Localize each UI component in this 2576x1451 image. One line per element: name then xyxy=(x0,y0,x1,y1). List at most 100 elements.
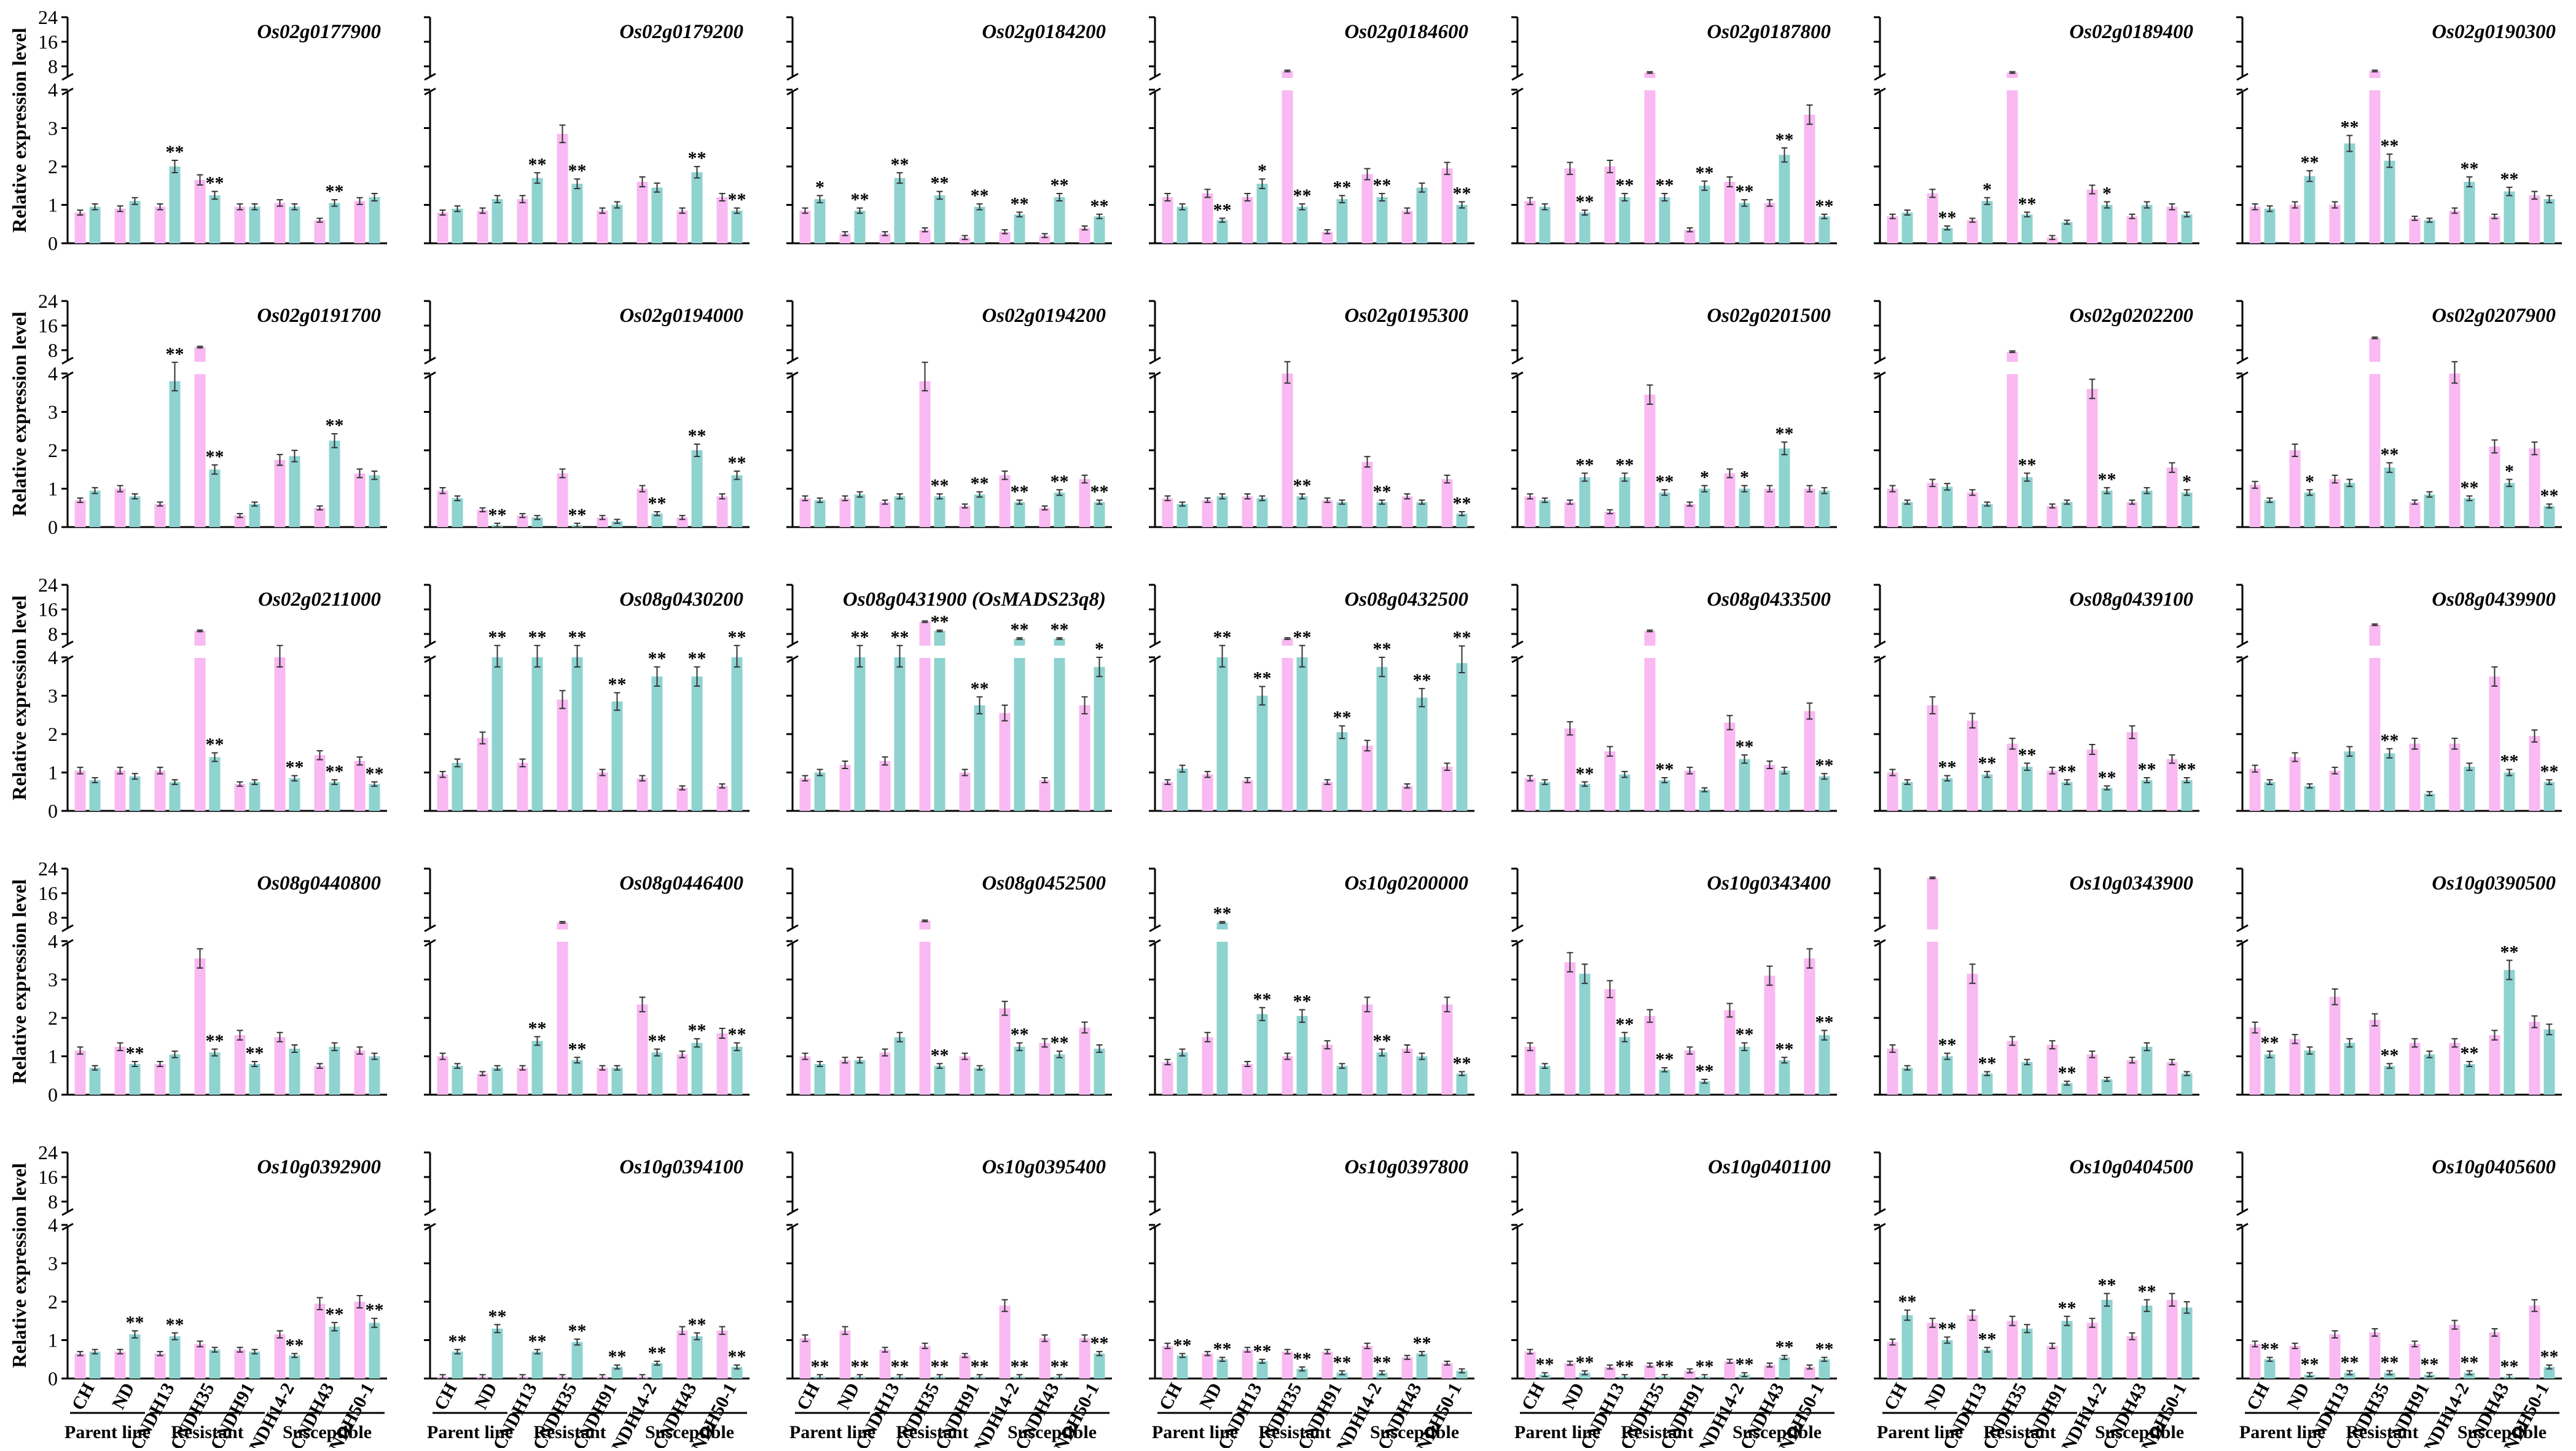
error-bar xyxy=(2089,1050,2096,1058)
error-bar xyxy=(936,629,943,633)
bar-pink xyxy=(1202,193,1213,243)
panel-Os02g0194000: Os02g0194000 ** ** ** ** ** xyxy=(424,300,750,528)
significance-mark: ** xyxy=(1656,1049,1674,1070)
bar-pink xyxy=(2489,676,2500,811)
error-bar xyxy=(1741,1372,1748,1377)
error-bar xyxy=(574,1338,581,1346)
axis-break-mark xyxy=(61,640,74,663)
bar-break-gap xyxy=(1281,646,1294,658)
bar-teal xyxy=(2543,1029,2555,1095)
error-bar xyxy=(2466,495,2473,501)
bar-teal xyxy=(894,178,906,243)
panel-title: Os02g0201500 xyxy=(1707,305,1831,327)
bar-teal xyxy=(1256,1361,1268,1379)
significance-mark: ** xyxy=(1736,737,1754,757)
bar-teal xyxy=(974,705,985,811)
y-tick-label: 4 xyxy=(48,646,58,668)
error-bar xyxy=(694,166,700,179)
error-bar xyxy=(1041,505,1048,510)
bar-pink xyxy=(2249,1027,2261,1095)
panel-title: Os10g0401100 xyxy=(1708,1156,1831,1178)
error-bar xyxy=(1984,1071,1991,1076)
error-bar xyxy=(1741,485,1748,493)
bar-pink xyxy=(597,1068,608,1095)
bar-teal xyxy=(2264,1359,2276,1379)
bar-pink xyxy=(2006,72,2018,243)
bar-pink xyxy=(114,770,126,811)
error-bar xyxy=(599,769,606,776)
bar-teal xyxy=(1296,206,1308,243)
error-bar xyxy=(291,1353,298,1358)
significance-mark: ** xyxy=(2381,1045,2399,1065)
error-bar xyxy=(276,453,283,466)
error-bar xyxy=(2252,764,2258,773)
y-tick-label: 3 xyxy=(48,969,58,991)
bar-break-gap xyxy=(2368,78,2381,90)
bar-teal xyxy=(2384,160,2395,243)
bar-teal xyxy=(209,195,221,243)
error-bar xyxy=(2306,489,2313,496)
bar-pink xyxy=(1644,631,1656,811)
error-bar xyxy=(454,1063,461,1069)
bar-pink xyxy=(114,488,126,527)
bar-teal xyxy=(1014,1046,1025,1095)
error-bar xyxy=(131,1061,138,1067)
bar-teal xyxy=(2181,214,2193,243)
error-bar xyxy=(2546,195,2553,203)
error-bar xyxy=(1364,740,1371,752)
significance-mark: ** xyxy=(2421,1355,2439,1375)
bar-teal xyxy=(2344,1372,2355,1379)
bar-teal xyxy=(731,1367,743,1379)
panel-title: Os02g0194200 xyxy=(982,305,1106,327)
bar-pink xyxy=(799,1056,811,1095)
bar-teal xyxy=(1699,1081,1710,1095)
error-bar xyxy=(1219,493,1226,499)
error-bar xyxy=(1889,1044,1896,1053)
group-label: Susceptible xyxy=(2457,1422,2547,1442)
error-bar xyxy=(1527,1042,1533,1052)
axis-break-mark xyxy=(61,356,74,380)
error-bar xyxy=(1646,1363,1653,1368)
error-bar xyxy=(882,1347,888,1353)
y-tick-label: 8 xyxy=(48,907,58,929)
axis-break-mark xyxy=(2236,640,2249,663)
error-bar xyxy=(1204,1031,1211,1042)
bar-break-gap xyxy=(194,646,206,658)
panel-title: Os02g0211000 xyxy=(258,589,381,611)
error-bar xyxy=(1364,996,1371,1012)
significance-mark: ** xyxy=(2540,486,2559,506)
error-bar xyxy=(1781,767,1788,775)
panel-Os02g0190300: Os02g0190300 ** ** ** ** ** xyxy=(2236,16,2562,244)
bar-teal xyxy=(1981,1073,1993,1095)
significance-mark: ** xyxy=(1775,130,1794,150)
bar-teal xyxy=(249,206,260,243)
error-bar xyxy=(2531,441,2538,456)
significance-mark: ** xyxy=(971,678,989,698)
error-bar xyxy=(2306,783,2313,789)
bar-teal xyxy=(2304,176,2316,243)
error-bar xyxy=(842,1326,848,1336)
bar-teal xyxy=(169,381,181,527)
bar-pink xyxy=(1282,1056,1293,1095)
panel-title: Os08g0432500 xyxy=(1344,589,1468,611)
error-bar xyxy=(574,522,581,528)
significance-mark: ** xyxy=(2058,1063,2077,1083)
bar-pink xyxy=(517,515,528,527)
bar-pink xyxy=(2126,1336,2138,1379)
significance-mark: ** xyxy=(2138,759,2156,780)
error-bar xyxy=(1259,178,1266,189)
error-bar xyxy=(1646,384,1653,405)
error-bar xyxy=(1701,787,1708,792)
error-bar xyxy=(2331,474,2338,484)
bar-pink xyxy=(636,488,648,527)
error-bar xyxy=(1929,1318,1936,1328)
error-bar xyxy=(1379,657,1385,678)
bar-pink xyxy=(1887,772,1898,811)
error-bar xyxy=(1164,193,1171,201)
error-bar xyxy=(117,1042,123,1052)
bar-pink xyxy=(274,203,286,243)
bar-pink xyxy=(2289,1345,2301,1379)
bar-teal xyxy=(1699,789,1710,811)
x-tick-label: CH xyxy=(1155,1380,1186,1414)
significance-mark: ** xyxy=(1090,196,1109,216)
